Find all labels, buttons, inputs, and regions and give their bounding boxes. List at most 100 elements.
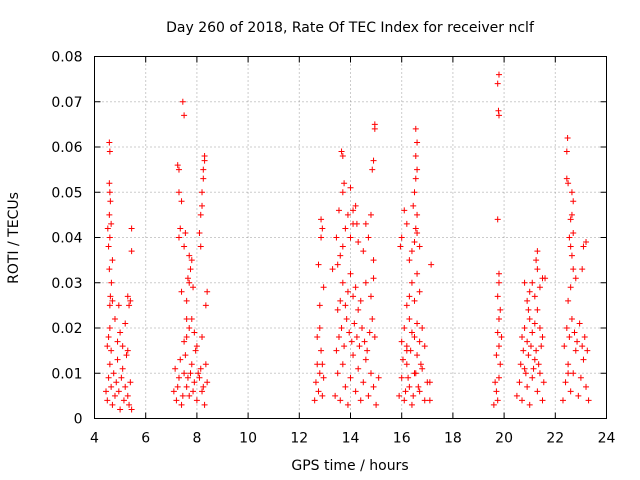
y-tick-label: 0.05 bbox=[51, 185, 82, 201]
data-point bbox=[533, 347, 540, 354]
data-point bbox=[355, 239, 362, 246]
data-point bbox=[513, 392, 520, 399]
data-point bbox=[111, 315, 118, 322]
data-point bbox=[421, 343, 428, 350]
data-point bbox=[563, 325, 570, 331]
data-point bbox=[352, 284, 359, 291]
data-point bbox=[574, 338, 581, 345]
x-tick-label: 24 bbox=[598, 431, 616, 447]
data-point bbox=[583, 239, 590, 246]
data-point bbox=[110, 370, 117, 377]
data-point bbox=[361, 338, 368, 345]
data-point bbox=[365, 234, 372, 241]
data-point bbox=[396, 392, 403, 399]
x-tick-label: 6 bbox=[141, 431, 150, 447]
data-point bbox=[335, 207, 342, 214]
data-point bbox=[106, 211, 113, 218]
data-point bbox=[517, 361, 524, 368]
data-point bbox=[103, 388, 110, 395]
data-point bbox=[199, 189, 206, 196]
data-point bbox=[495, 279, 502, 286]
data-point bbox=[108, 220, 115, 227]
data-point bbox=[497, 361, 504, 368]
data-point bbox=[350, 352, 357, 359]
data-point bbox=[579, 266, 586, 273]
data-point bbox=[359, 325, 366, 331]
data-point bbox=[188, 257, 195, 264]
data-point bbox=[495, 374, 502, 381]
data-point bbox=[399, 356, 406, 363]
data-point bbox=[494, 293, 501, 300]
data-point bbox=[333, 347, 340, 354]
data-point bbox=[580, 243, 587, 250]
data-point bbox=[204, 379, 211, 386]
data-point bbox=[524, 297, 531, 304]
data-point bbox=[337, 252, 344, 259]
data-point bbox=[371, 125, 378, 132]
data-point bbox=[187, 266, 194, 273]
data-point bbox=[104, 343, 111, 350]
data-point bbox=[123, 352, 130, 359]
data-point bbox=[181, 243, 188, 250]
data-point bbox=[193, 343, 200, 350]
data-point bbox=[401, 207, 408, 214]
data-point bbox=[531, 293, 538, 300]
data-point bbox=[173, 397, 180, 404]
data-point bbox=[197, 211, 204, 218]
data-point bbox=[426, 379, 433, 386]
data-point bbox=[335, 334, 342, 341]
data-point bbox=[109, 401, 116, 408]
data-point bbox=[188, 361, 195, 368]
data-point bbox=[200, 383, 207, 390]
data-point bbox=[577, 374, 584, 381]
data-point bbox=[190, 388, 197, 395]
data-point bbox=[343, 315, 350, 322]
data-point bbox=[183, 315, 190, 322]
data-point bbox=[356, 343, 363, 350]
data-point bbox=[115, 302, 122, 309]
data-point bbox=[561, 343, 568, 350]
data-point bbox=[536, 284, 543, 291]
data-point bbox=[533, 257, 540, 264]
data-point bbox=[535, 361, 542, 368]
data-point bbox=[495, 112, 502, 119]
data-point bbox=[122, 320, 129, 327]
data-point bbox=[312, 379, 319, 386]
data-point bbox=[412, 175, 419, 182]
data-point bbox=[318, 347, 325, 354]
data-point bbox=[568, 189, 575, 196]
data-point bbox=[564, 134, 571, 141]
data-point bbox=[350, 293, 357, 300]
data-point bbox=[314, 334, 321, 341]
x-tick-label: 4 bbox=[90, 431, 99, 447]
data-point bbox=[347, 374, 354, 381]
data-point bbox=[495, 343, 502, 350]
data-point bbox=[339, 279, 346, 286]
data-point bbox=[174, 162, 181, 169]
data-point bbox=[105, 243, 112, 250]
data-point bbox=[316, 370, 323, 377]
data-point bbox=[117, 329, 124, 336]
data-point bbox=[366, 329, 373, 336]
data-point bbox=[370, 275, 377, 282]
data-point bbox=[181, 370, 188, 377]
data-point bbox=[181, 112, 188, 119]
data-point bbox=[408, 329, 415, 336]
data-point bbox=[106, 189, 113, 196]
data-point bbox=[183, 334, 190, 341]
data-point bbox=[172, 365, 179, 372]
data-point bbox=[202, 302, 209, 309]
data-point bbox=[565, 180, 572, 187]
data-point bbox=[565, 297, 572, 304]
data-point bbox=[353, 220, 360, 227]
data-point bbox=[370, 257, 377, 264]
data-point bbox=[516, 379, 523, 386]
x-tick-labels: 4 6 8 10 12 14 16 18 20 22 24 bbox=[90, 431, 615, 447]
y-tick-label: 0.08 bbox=[51, 50, 82, 66]
data-point bbox=[568, 211, 575, 218]
data-point bbox=[106, 139, 113, 146]
data-point bbox=[520, 347, 527, 354]
data-point bbox=[495, 270, 502, 277]
data-point bbox=[490, 401, 497, 408]
x-tick-label: 8 bbox=[192, 431, 201, 447]
